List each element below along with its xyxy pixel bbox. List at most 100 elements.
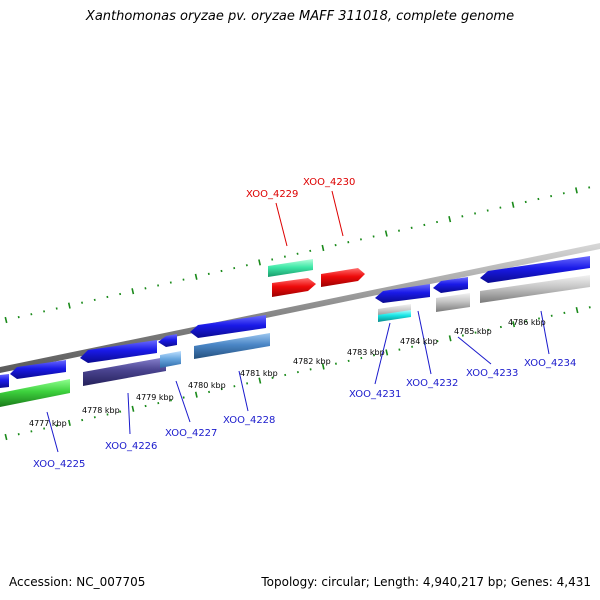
kbp-label-4777: 4777 kbp xyxy=(29,419,67,428)
minor-tick xyxy=(43,310,46,313)
gene-feature-xoo-4232[interactable] xyxy=(433,277,468,293)
minor-tick xyxy=(30,313,33,316)
gene-label-xoo-4230[interactable]: XOO_4230 xyxy=(303,177,355,188)
gene-label-xoo-4228[interactable]: XOO_4228 xyxy=(223,415,275,426)
minor-tick xyxy=(55,424,58,427)
genome-backbone xyxy=(0,243,600,373)
major-tick xyxy=(448,335,452,342)
kbp-label-4780: 4780 kbp xyxy=(188,381,226,390)
gene-feature-xoo-4229-mint[interactable] xyxy=(268,259,313,277)
gene-label-xoo-4226[interactable]: XOO_4226 xyxy=(105,441,157,452)
major-tick xyxy=(131,405,135,412)
gene-label-xoo-4234[interactable]: XOO_4234 xyxy=(524,358,576,369)
gene-feature-xoo-4228[interactable] xyxy=(190,315,266,338)
minor-tick xyxy=(524,200,527,204)
connector-xoo-4232 xyxy=(417,310,432,375)
gene-feature-steel[interactable] xyxy=(194,333,270,359)
gene-feature-xoo-4231[interactable] xyxy=(375,284,430,303)
gene-label-xoo-4231[interactable]: XOO_4231 xyxy=(349,389,401,400)
major-tick xyxy=(131,288,135,295)
minor-tick xyxy=(461,334,464,337)
major-tick xyxy=(575,187,578,194)
major-tick xyxy=(511,201,515,208)
major-tick xyxy=(321,363,325,370)
major-tick xyxy=(4,433,8,441)
major-tick xyxy=(258,259,261,266)
gene-label-xoo-4225[interactable]: XOO_4225 xyxy=(33,459,85,470)
major-tick xyxy=(194,273,198,280)
gene-feature-xoo-4229[interactable] xyxy=(272,278,316,297)
kbp-label-4782: 4782 kbp xyxy=(293,357,331,366)
minor-tick xyxy=(81,301,84,304)
gene-feature-xoo-4230[interactable] xyxy=(321,268,365,287)
minor-tick xyxy=(474,331,477,334)
gene-feature-xoo-4226[interactable] xyxy=(80,340,157,363)
connector-xoo-4227 xyxy=(175,380,191,423)
connector-xoo-4233 xyxy=(457,336,492,365)
minor-tick xyxy=(423,223,426,227)
minor-tick xyxy=(296,252,299,255)
gene-feature-grey-2[interactable] xyxy=(436,293,470,312)
gene-feature-grey-3[interactable] xyxy=(480,275,590,303)
minor-tick xyxy=(220,387,223,391)
gene-feature-xoo-4227[interactable] xyxy=(158,334,177,347)
topology-text: Topology: circular; Length: 4,940,217 bp… xyxy=(261,575,591,589)
gene-feature-cyan-1[interactable] xyxy=(378,310,411,322)
minor-tick xyxy=(588,186,591,189)
connector-xoo-4225 xyxy=(46,411,59,453)
connector-xoo-4229 xyxy=(275,202,288,247)
inner-tick-track xyxy=(4,306,591,441)
gene-label-xoo-4233[interactable]: XOO_4233 xyxy=(466,368,518,379)
gene-feature-dark[interactable] xyxy=(83,357,166,386)
minor-tick xyxy=(208,390,211,394)
kbp-label-4781: 4781 kbp xyxy=(240,369,278,378)
minor-tick xyxy=(487,328,490,332)
minor-tick xyxy=(410,226,413,229)
major-tick xyxy=(575,307,579,314)
kbp-label-4783: 4783 kbp xyxy=(347,348,385,357)
minor-tick xyxy=(245,264,248,267)
major-tick xyxy=(4,316,8,324)
gene-feature-xoo-4233[interactable] xyxy=(480,256,590,283)
major-tick xyxy=(67,302,71,309)
major-tick xyxy=(68,419,71,426)
gene-feature-sky[interactable] xyxy=(160,351,181,368)
minor-tick xyxy=(182,396,185,399)
minor-tick xyxy=(474,212,477,215)
connector-xoo-4226 xyxy=(127,392,131,435)
major-tick xyxy=(385,349,389,356)
minor-tick xyxy=(144,287,147,290)
connector-xoo-4230 xyxy=(331,190,344,237)
connector-xoo-4231 xyxy=(374,322,391,385)
gene-label-xoo-4229[interactable]: XOO_4229 xyxy=(246,189,298,200)
connector-xoo-4228 xyxy=(238,370,249,412)
minor-tick xyxy=(334,362,337,365)
minor-tick xyxy=(81,418,84,422)
minor-tick xyxy=(359,238,362,241)
major-tick xyxy=(258,377,262,384)
connector-xoo-4234 xyxy=(540,310,550,355)
gene-label-xoo-4227[interactable]: XOO_4227 xyxy=(165,428,217,439)
major-tick xyxy=(448,216,452,223)
kbp-label-4785: 4785 kbp xyxy=(454,327,492,336)
kbp-label-4786: 4786 kbp xyxy=(508,318,546,327)
major-tick xyxy=(194,391,198,398)
minor-tick xyxy=(588,306,591,309)
kbp-scale-labels: 4777 kbp 4778 kbp 4779 kbp 4780 kbp 4781… xyxy=(29,318,546,428)
kbp-label-4784: 4784 kbp xyxy=(400,337,438,346)
gene-feature-xoo-4225[interactable] xyxy=(10,360,66,379)
accession-text: Accession: NC_007705 xyxy=(9,575,146,589)
outer-tick-track xyxy=(4,186,591,324)
gene-feature-green[interactable] xyxy=(0,379,70,407)
gene-features xyxy=(0,256,590,407)
gene-label-connectors xyxy=(46,190,550,453)
kbp-label-4778: 4778 kbp xyxy=(82,406,120,415)
genome-title: Xanthomonas oryzae pv. oryzae MAFF 31101… xyxy=(85,9,515,24)
gene-label-xoo-4232[interactable]: XOO_4232 xyxy=(406,378,458,389)
minor-tick xyxy=(347,359,350,363)
gene-feature-blue-left[interactable] xyxy=(0,374,9,388)
major-tick xyxy=(321,244,325,252)
major-tick xyxy=(512,321,516,328)
